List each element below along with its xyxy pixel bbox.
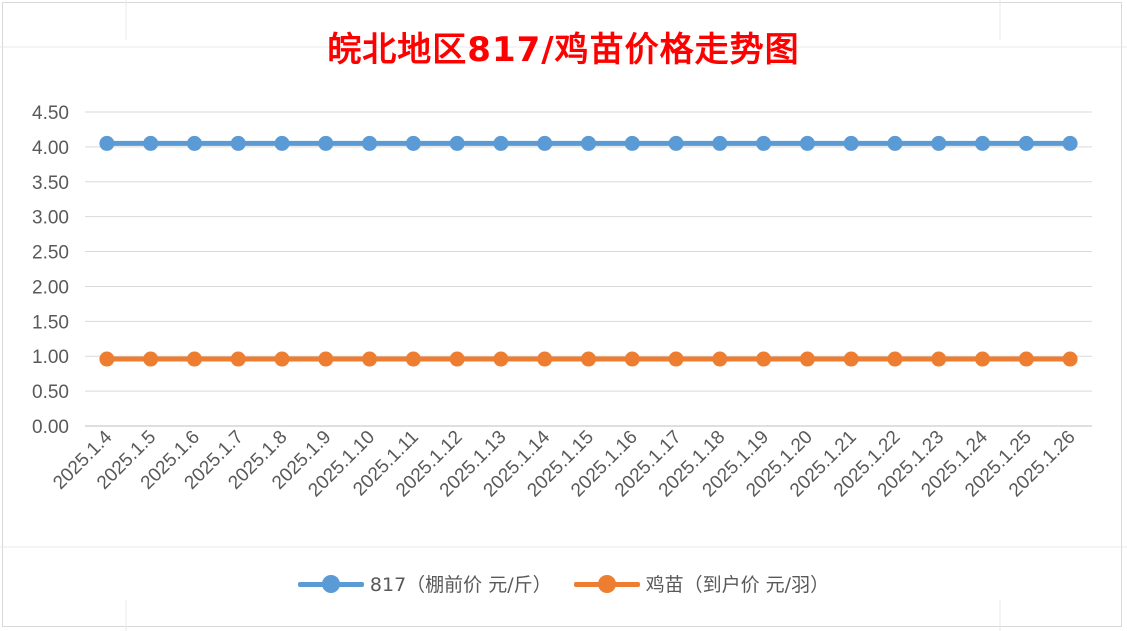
data-point: [624, 351, 640, 367]
data-point: [1018, 135, 1034, 151]
data-point: [449, 135, 465, 151]
data-point: [624, 135, 640, 151]
legend-item-2: 鸡苗（到户价 元/羽）: [573, 570, 830, 597]
legend-label: 鸡苗（到户价 元/羽）: [645, 574, 830, 596]
y-tick-label: 2.00: [32, 277, 69, 298]
data-point: [362, 135, 378, 151]
data-point: [186, 135, 202, 151]
data-point: [318, 351, 334, 367]
y-tick-label: 3.00: [32, 208, 69, 229]
y-tick-label: 4.00: [32, 138, 69, 159]
data-point: [975, 351, 991, 367]
data-point: [230, 351, 246, 367]
data-point: [887, 351, 903, 367]
data-point: [1062, 135, 1078, 151]
data-point: [230, 135, 246, 151]
legend-item-1: 817（棚前价 元/斤）: [297, 570, 552, 597]
legend-label: 817（棚前价 元/斤）: [369, 574, 552, 596]
data-point: [931, 135, 947, 151]
data-point: [756, 351, 772, 367]
y-tick-label: 0.00: [32, 417, 69, 438]
y-tick-label: 2.50: [32, 243, 69, 264]
data-point: [493, 351, 509, 367]
data-point: [931, 351, 947, 367]
data-point: [668, 135, 684, 151]
legend-marker: [573, 574, 640, 594]
data-point: [537, 351, 553, 367]
data-point: [712, 135, 728, 151]
data-point: [843, 351, 859, 367]
data-point: [318, 135, 334, 151]
data-point: [537, 135, 553, 151]
series-lines: [99, 135, 1078, 367]
chart-title: 皖北地区817/鸡苗价格走势图: [327, 30, 800, 70]
y-tick-label: 3.50: [32, 173, 69, 194]
legend-marker: [297, 574, 364, 594]
data-point: [99, 351, 115, 367]
data-point: [799, 135, 815, 151]
data-point: [799, 351, 815, 367]
data-point: [843, 135, 859, 151]
data-point: [975, 135, 991, 151]
data-point: [362, 351, 378, 367]
data-point: [186, 351, 202, 367]
data-point: [143, 135, 159, 151]
data-point: [756, 135, 772, 151]
data-point: [581, 351, 596, 367]
y-tick-label: 0.50: [32, 382, 69, 403]
data-point: [581, 135, 596, 151]
data-point: [143, 351, 159, 367]
data-point: [668, 351, 684, 367]
data-point: [1062, 351, 1078, 367]
gridlines: [85, 111, 1092, 427]
data-point: [1018, 351, 1034, 367]
data-point: [274, 135, 290, 151]
data-point: [405, 351, 421, 367]
data-point: [887, 135, 903, 151]
legend: 817（棚前价 元/斤） 鸡苗（到户价 元/羽）: [0, 570, 1127, 597]
x-axis-ticks: 2025.1.42025.1.52025.1.62025.1.72025.1.8…: [49, 426, 1079, 501]
y-tick-label: 1.50: [32, 312, 69, 333]
y-axis-ticks: 0.00 0.50 1.00 1.50 2.00 2.50 3.00 3.50 4.00 4.50: [32, 103, 69, 438]
data-point: [449, 351, 465, 367]
data-point: [493, 135, 509, 151]
data-point: [712, 351, 728, 367]
data-point: [99, 135, 115, 151]
y-tick-label: 1.00: [32, 347, 69, 368]
y-tick-label: 4.50: [32, 103, 69, 124]
data-point: [274, 351, 290, 367]
data-point: [405, 135, 421, 151]
